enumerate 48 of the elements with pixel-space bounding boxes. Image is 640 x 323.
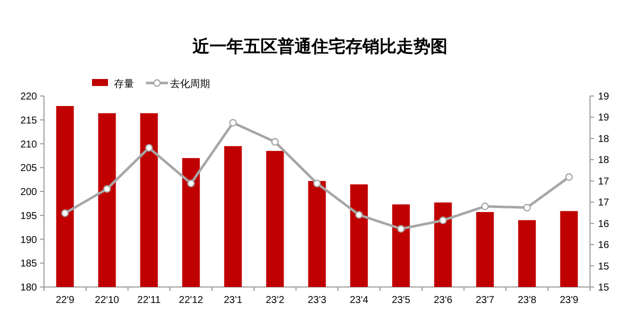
y-tick-label: 185 [20, 258, 38, 270]
y2-tick-label: 15 [598, 282, 610, 294]
y2-tick-label: 15 [598, 261, 610, 272]
x-tick-label: 23'5 [392, 295, 411, 306]
legend-label: 存量 [114, 78, 134, 90]
y2-tick-label: 17 [598, 176, 610, 188]
x-tick-label: 23'8 [518, 295, 537, 306]
y-tick-label: 210 [20, 139, 38, 150]
x-tick-label: 23'7 [476, 295, 495, 306]
point [271, 138, 279, 146]
chart-title: 近一年五区普通住宅存销比走势图 [192, 36, 448, 56]
y2-tick-label: 19 [598, 112, 610, 124]
point [145, 144, 153, 152]
x-tick-label: 22'12 [178, 295, 204, 306]
y2-tick-label: 17 [598, 198, 610, 209]
x-tick-label: 22'10 [94, 295, 120, 306]
point [313, 180, 321, 188]
y-tick-label: 200 [20, 187, 38, 198]
point [439, 216, 447, 224]
y-tick-label: 205 [20, 163, 38, 174]
y2-tick-label: 18 [598, 155, 610, 166]
point [523, 204, 531, 212]
x-tick-label: 23'9 [560, 295, 579, 306]
x-tick-label: 23'6 [434, 295, 453, 306]
y-tick-label: 195 [20, 210, 38, 222]
y2-tick-label: 16 [598, 240, 610, 252]
point [565, 173, 573, 181]
point [481, 202, 489, 210]
point [103, 185, 111, 193]
y-tick-label: 215 [20, 115, 38, 126]
point [229, 118, 237, 127]
y-tick-label: 190 [20, 234, 38, 246]
x-tick-label: 22'11 [137, 295, 162, 306]
x-tick-label: 23'4 [350, 295, 369, 306]
point [61, 209, 69, 217]
x-tick-label: 23'1 [224, 295, 243, 306]
y2-tick-label: 16 [598, 218, 610, 230]
x-tick-label: 23'2 [266, 295, 285, 306]
x-tick-label: 23'3 [308, 295, 327, 306]
point [187, 180, 195, 188]
y2-tick-label: 18 [598, 134, 610, 145]
point [355, 211, 363, 219]
point [397, 225, 405, 233]
x-tick-label: 22'9 [56, 295, 75, 306]
y-tick-label: 180 [20, 282, 38, 294]
legend-label: 去化周期 [170, 78, 210, 90]
y2-tick-label: 19 [598, 92, 610, 102]
y-tick-label: 220 [20, 92, 38, 102]
